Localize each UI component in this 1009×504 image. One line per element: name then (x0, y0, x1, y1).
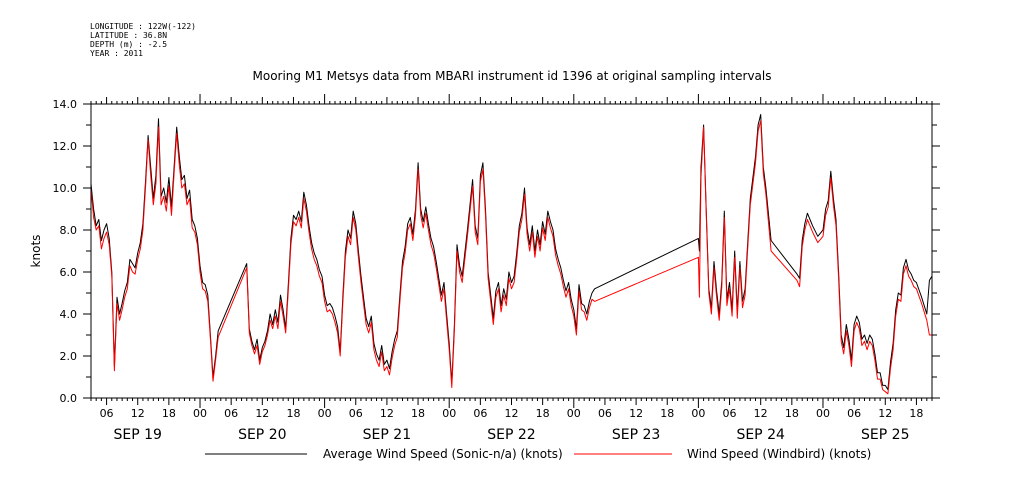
x-hour-label: 18 (785, 407, 799, 420)
x-hour-label: 18 (909, 407, 923, 420)
x-day-label: SEP 21 (363, 427, 411, 443)
x-hour-label: 18 (536, 407, 550, 420)
y-axis-label: knots (29, 235, 43, 268)
x-hour-label: 12 (380, 407, 394, 420)
x-day-label: SEP 23 (612, 427, 660, 443)
x-day-labels: SEP 19 SEP 20 SEP 21 SEP 22 SEP 23 SEP 24 SEP … (113, 427, 909, 443)
legend-label-windbird: Wind Speed (Windbird) (knots) (687, 447, 871, 461)
y-tick-label: 12.0 (53, 140, 78, 153)
x-hour-label: 18 (411, 407, 425, 420)
tick-marks (83, 94, 940, 408)
y-tick-label: 2.0 (60, 350, 78, 363)
x-hour-label: 12 (754, 407, 768, 420)
x-hour-label: 00 (816, 407, 830, 420)
y-tick-labels: 0.0 2.0 4.0 6.0 8.0 10.0 12.0 14.0 (53, 98, 78, 405)
x-hour-label: 06 (473, 407, 487, 420)
longitude-label: LONGITUDE : 122W(-122) (90, 22, 196, 31)
series-lines (90, 114, 933, 395)
legend: Average Wind Speed (Sonic-n/a) (knots) W… (205, 447, 871, 461)
series-line-average-wind-speed (90, 114, 933, 391)
x-hour-label: 00 (691, 407, 705, 420)
x-hour-label: 06 (847, 407, 861, 420)
chart-title: Mooring M1 Metsys data from MBARI instru… (253, 69, 772, 83)
y-tick-label: 6.0 (60, 266, 78, 279)
metadata-block: LONGITUDE : 122W(-122) LATITUDE : 36.8N … (90, 22, 196, 58)
y-tick-label: 4.0 (60, 308, 78, 321)
x-day-label: SEP 22 (487, 427, 535, 443)
x-hour-labels: 06 12 18 00 06 12 18 00 06 12 18 00 06 12 18 00 06 12 18 00… (100, 407, 924, 420)
x-hour-label: 06 (598, 407, 612, 420)
x-hour-label: 06 (723, 407, 737, 420)
x-hour-label: 06 (100, 407, 114, 420)
x-hour-label: 00 (193, 407, 207, 420)
x-hour-label: 06 (224, 407, 238, 420)
year-label: YEAR : 2011 (90, 49, 143, 58)
x-hour-label: 18 (162, 407, 176, 420)
legend-label-average: Average Wind Speed (Sonic-n/a) (knots) (323, 447, 563, 461)
x-hour-label: 12 (629, 407, 643, 420)
latitude-label: LATITUDE : 36.8N (90, 31, 168, 40)
x-hour-label: 12 (878, 407, 892, 420)
y-tick-label: 14.0 (53, 98, 78, 111)
x-hour-label: 18 (660, 407, 674, 420)
x-hour-label: 12 (255, 407, 269, 420)
x-hour-label: 06 (349, 407, 363, 420)
plot-frame (90, 103, 933, 399)
series-line-windbird-wind-speed (90, 120, 932, 395)
x-day-label: SEP 20 (238, 427, 286, 443)
y-tick-label: 0.0 (60, 392, 78, 405)
x-day-label: SEP 25 (861, 427, 909, 443)
x-day-label: SEP 24 (736, 427, 785, 443)
x-hour-label: 12 (505, 407, 519, 420)
x-day-label: SEP 19 (113, 427, 161, 443)
x-hour-label: 00 (567, 407, 581, 420)
x-hour-label: 12 (131, 407, 145, 420)
depth-label: DEPTH (m) : -2.5 (90, 40, 168, 49)
x-hour-label: 00 (442, 407, 456, 420)
x-hour-label: 18 (286, 407, 300, 420)
x-hour-label: 00 (318, 407, 332, 420)
y-tick-label: 8.0 (60, 224, 78, 237)
y-tick-label: 10.0 (53, 182, 78, 195)
